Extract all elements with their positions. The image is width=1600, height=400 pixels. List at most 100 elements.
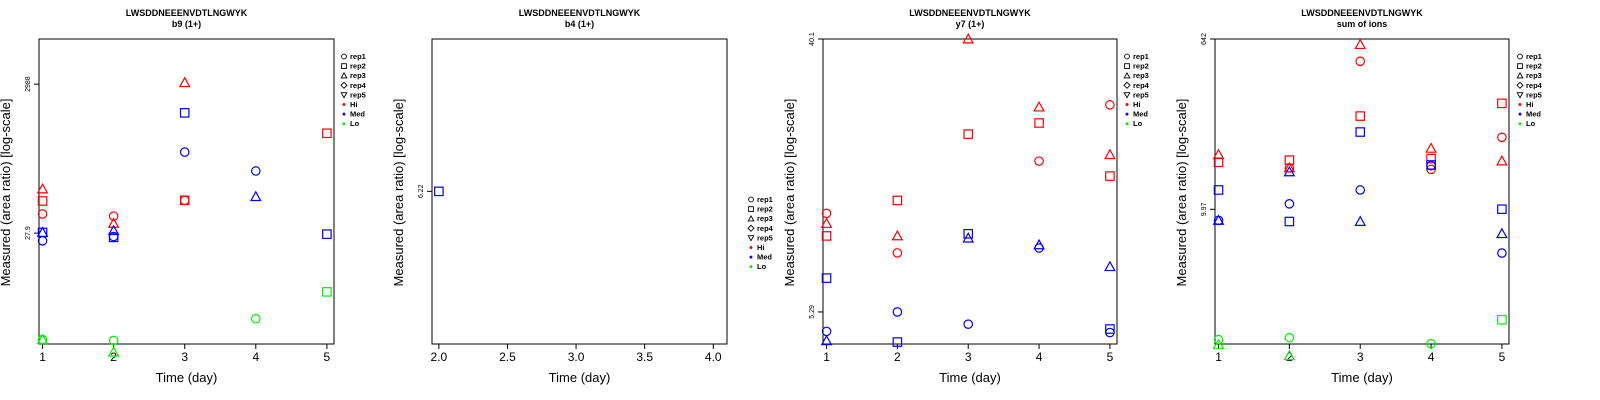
legend-marker-rep1 <box>1517 53 1523 60</box>
data-point-med-rep2 <box>821 273 832 283</box>
data-point-med-rep2 <box>322 229 332 239</box>
plot-frame <box>38 38 335 345</box>
data-point-hi-rep2 <box>1213 157 1224 168</box>
legend-marker-rep3 <box>747 215 755 222</box>
data-point-med-rep2 <box>1284 216 1295 227</box>
data-point-hi-rep1 <box>1355 56 1366 67</box>
data-point-med-rep2 <box>179 108 190 118</box>
data-point-med-rep1 <box>1355 185 1366 195</box>
data-point-med-rep1 <box>1284 199 1295 209</box>
legend-label: Med <box>350 110 365 119</box>
data-point-med-rep2 <box>108 232 119 243</box>
legend-label: rep2 <box>1133 62 1149 71</box>
data-point-med-rep2 <box>1426 160 1436 170</box>
legend-marker-rep2 <box>748 206 754 212</box>
x-tick-label: 3 <box>181 350 188 364</box>
data-point-hi-rep2 <box>821 231 832 241</box>
x-tick-label: 3 <box>965 350 972 364</box>
legend-label: Lo <box>350 119 360 128</box>
legend-marker-rep5 <box>1516 92 1524 99</box>
x-tick-label: 2 <box>110 350 117 364</box>
x-tick-label: 4 <box>1428 350 1435 364</box>
legend-label: Lo <box>757 262 767 271</box>
data-point-hi-rep1 <box>1034 156 1044 166</box>
legend-marker-hi <box>1518 103 1522 106</box>
y-tick-label: 27.9 <box>25 226 32 240</box>
plot-frame <box>822 38 1118 345</box>
x-tick-label: 2.0 <box>431 350 448 364</box>
data-point-hi-rep1 <box>1105 100 1115 110</box>
legend-marker-hi <box>749 246 753 249</box>
legend-marker-rep2 <box>1124 63 1130 69</box>
chart-title: LWSDDNEEENVDTLNGWYK <box>909 8 1031 18</box>
data-point-hi-rep2 <box>179 195 190 206</box>
plot-frame <box>1214 38 1510 345</box>
legend-marker-rep4 <box>747 224 755 232</box>
legend-marker-lo <box>1125 122 1129 126</box>
data-point-med-rep2 <box>1213 185 1224 195</box>
x-axis-label: Time (day) <box>156 370 218 385</box>
data-point-hi-rep2 <box>963 129 974 139</box>
plot-frame <box>431 38 728 345</box>
data-point-med-rep3 <box>1283 165 1296 177</box>
data-point-hi-rep3 <box>962 32 975 44</box>
legend-marker-hi <box>1125 103 1129 106</box>
data-point-lo-rep1 <box>1426 338 1436 349</box>
legend-marker-hi <box>342 103 346 106</box>
data-point-med-rep1 <box>1497 248 1507 258</box>
x-tick-label: 5 <box>324 350 331 364</box>
data-point-hi-rep1 <box>108 211 119 221</box>
data-point-lo-rep2 <box>1497 314 1507 325</box>
legend-marker-rep2 <box>341 63 347 69</box>
data-point-hi-rep2 <box>1355 111 1366 121</box>
data-point-med-rep3 <box>1212 214 1225 225</box>
data-point-hi-rep1 <box>1497 132 1507 143</box>
x-axis-label: Time (day) <box>939 370 1001 385</box>
data-point-lo-rep1 <box>108 335 119 346</box>
legend-marker-rep1 <box>748 196 754 203</box>
legend-label: Hi <box>350 100 358 109</box>
legend-marker-rep5 <box>340 92 348 99</box>
data-point-hi-rep2 <box>892 195 903 206</box>
data-point-hi-rep1 <box>821 208 832 219</box>
data-point-hi-rep2 <box>1105 171 1115 181</box>
x-tick-label: 4 <box>1036 350 1043 364</box>
data-point-med-rep1 <box>37 236 48 246</box>
legend-label: rep4 <box>757 224 774 233</box>
x-tick-label: 1 <box>1215 350 1222 364</box>
legend-marker-rep4 <box>340 81 348 89</box>
chart-title: LWSDDNEEENVDTLNGWYK <box>519 8 641 18</box>
data-point-med-rep1 <box>963 319 974 330</box>
legend-label: rep2 <box>350 62 366 71</box>
data-point-hi-rep1 <box>892 248 903 258</box>
data-point-hi-rep3 <box>1104 148 1116 160</box>
data-point-hi-rep1 <box>179 195 190 206</box>
legend-label: rep1 <box>1133 52 1149 61</box>
data-point-med-rep2 <box>892 337 903 347</box>
data-point-lo-rep3 <box>1212 338 1225 349</box>
legend-label: Lo <box>1526 119 1536 128</box>
data-point-lo-rep2 <box>322 287 332 297</box>
data-point-hi-rep3 <box>1283 161 1296 173</box>
x-tick-label: 4.0 <box>705 350 722 364</box>
data-point-hi-rep3 <box>1425 142 1437 153</box>
x-tick-label: 5 <box>1107 350 1114 364</box>
data-point-med-rep3 <box>1033 238 1045 250</box>
x-tick-label: 3.5 <box>636 350 653 364</box>
chart-title: LWSDDNEEENVDTLNGWYK <box>1301 8 1423 18</box>
data-point-med-rep3 <box>1104 260 1116 272</box>
legend-marker-rep2 <box>1517 63 1523 69</box>
data-point-hi-rep2 <box>1426 153 1436 164</box>
legend-label: Hi <box>757 243 765 252</box>
legend-label: rep3 <box>350 71 366 80</box>
data-point-lo-rep1 <box>1213 334 1224 345</box>
y-tick-label: 2988 <box>25 76 32 92</box>
y-tick-label: 642 <box>1201 33 1208 45</box>
chart-title: LWSDDNEEENVDTLNGWYK <box>126 8 248 18</box>
data-point-hi-rep3 <box>820 217 833 228</box>
x-tick-label: 1 <box>39 350 46 364</box>
data-point-med-rep3 <box>36 226 49 237</box>
